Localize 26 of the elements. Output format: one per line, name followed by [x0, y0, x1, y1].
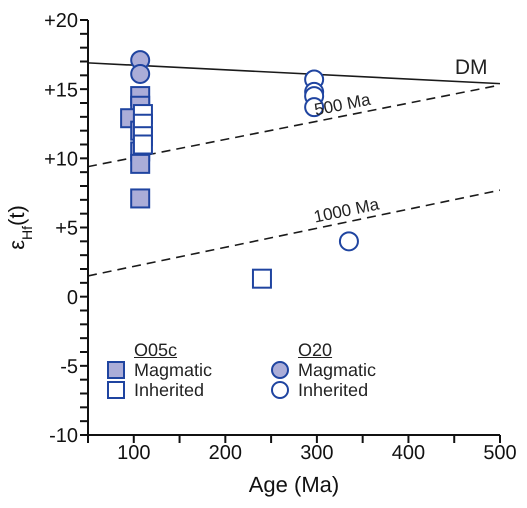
point: [338, 231, 359, 252]
y-tick-label: +5: [55, 218, 78, 240]
legend-label: Inherited: [134, 380, 204, 400]
text: 500 Ma: [312, 90, 373, 120]
y-tick-label: 0: [66, 286, 78, 309]
y-tick-label: -5: [60, 356, 78, 378]
x-tick-label: 200: [208, 442, 242, 464]
y-tick-label: +20: [44, 10, 78, 32]
x-tick-label: 500: [483, 442, 517, 464]
annotation: O20: [298, 340, 334, 360]
y-tick-label: +10: [44, 148, 78, 170]
point: [130, 188, 150, 208]
x-axis-title: Age (Ma): [248, 472, 340, 497]
point: [130, 64, 150, 84]
point: [252, 268, 272, 289]
y-tick-label: -10: [49, 425, 78, 448]
x-tick-label: 100: [117, 442, 150, 464]
legend-label: Magmatic: [134, 360, 212, 380]
x-tick-label: 300: [300, 442, 334, 464]
x-tick-label: 400: [392, 442, 426, 464]
text: 1000 Ma: [312, 194, 382, 227]
legend-label: Inherited: [298, 380, 368, 400]
legend-label: Magmatic: [298, 360, 376, 380]
annotation: O05c: [134, 340, 178, 360]
series-label: DM: [454, 56, 488, 80]
y-tick-label: +15: [44, 79, 78, 102]
